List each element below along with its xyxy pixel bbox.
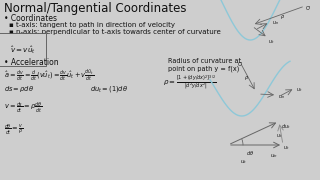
Text: • Coordinates: • Coordinates: [4, 14, 57, 23]
Text: ▪ n-axis: perpendicular to t-axis towards center of curvature: ▪ n-axis: perpendicular to t-axis toward…: [9, 29, 221, 35]
Text: $d\theta$: $d\theta$: [246, 149, 254, 157]
Text: $\frac{d\theta}{dt} = \frac{v}{\rho}$: $\frac{d\theta}{dt} = \frac{v}{\rho}$: [4, 122, 24, 137]
Text: ▪ t-axis: tangent to path in direction of velocity: ▪ t-axis: tangent to path in direction o…: [9, 22, 175, 28]
Text: $\rho = \frac{[1 + (dy/dx)^2]^{3/2}}{|d^2y/dx^2|}$: $\rho = \frac{[1 + (dy/dx)^2]^{3/2}}{|d^…: [163, 74, 216, 93]
Text: • Velocity: • Velocity: [4, 37, 41, 46]
Text: Radius of curvature at
point on path y = f(x): Radius of curvature at point on path y =…: [168, 58, 241, 71]
Text: $u_n$: $u_n$: [278, 93, 285, 101]
Text: $u_t$: $u_t$: [268, 38, 275, 46]
Text: $du_t = (1)d\theta$: $du_t = (1)d\theta$: [90, 84, 128, 94]
Text: O': O': [306, 6, 311, 11]
Text: $\hat{a} = \frac{dv}{dt} = \frac{d}{dt}(v\hat{u}_t) = \frac{dv}{dt}\hat{u}_t + v: $\hat{a} = \frac{dv}{dt} = \frac{d}{dt}(…: [4, 67, 94, 83]
Text: $u_t$: $u_t$: [283, 144, 290, 152]
Text: $u_t$: $u_t$: [240, 158, 247, 166]
Text: $\rho$: $\rho$: [280, 13, 285, 21]
Text: $u_n$: $u_n$: [270, 152, 278, 160]
Text: Normal/Tangential Coordinates: Normal/Tangential Coordinates: [4, 2, 187, 15]
Text: $v = \frac{ds}{dt} = \rho\frac{d\theta}{dt}$: $v = \frac{ds}{dt} = \rho\frac{d\theta}{…: [4, 100, 43, 115]
Text: $\rho$: $\rho$: [244, 74, 249, 82]
Text: $u_t$: $u_t$: [296, 86, 302, 94]
Text: $du_t$: $du_t$: [281, 122, 291, 131]
Text: $u_n$: $u_n$: [272, 19, 279, 27]
Text: $ds = \rho d\theta$: $ds = \rho d\theta$: [4, 84, 34, 94]
Text: $\hat{v} = v\hat{u}_t$: $\hat{v} = v\hat{u}_t$: [10, 44, 36, 56]
Text: O': O': [238, 62, 243, 67]
Text: $u_t$: $u_t$: [276, 132, 283, 140]
Text: • Acceleration: • Acceleration: [4, 58, 59, 67]
